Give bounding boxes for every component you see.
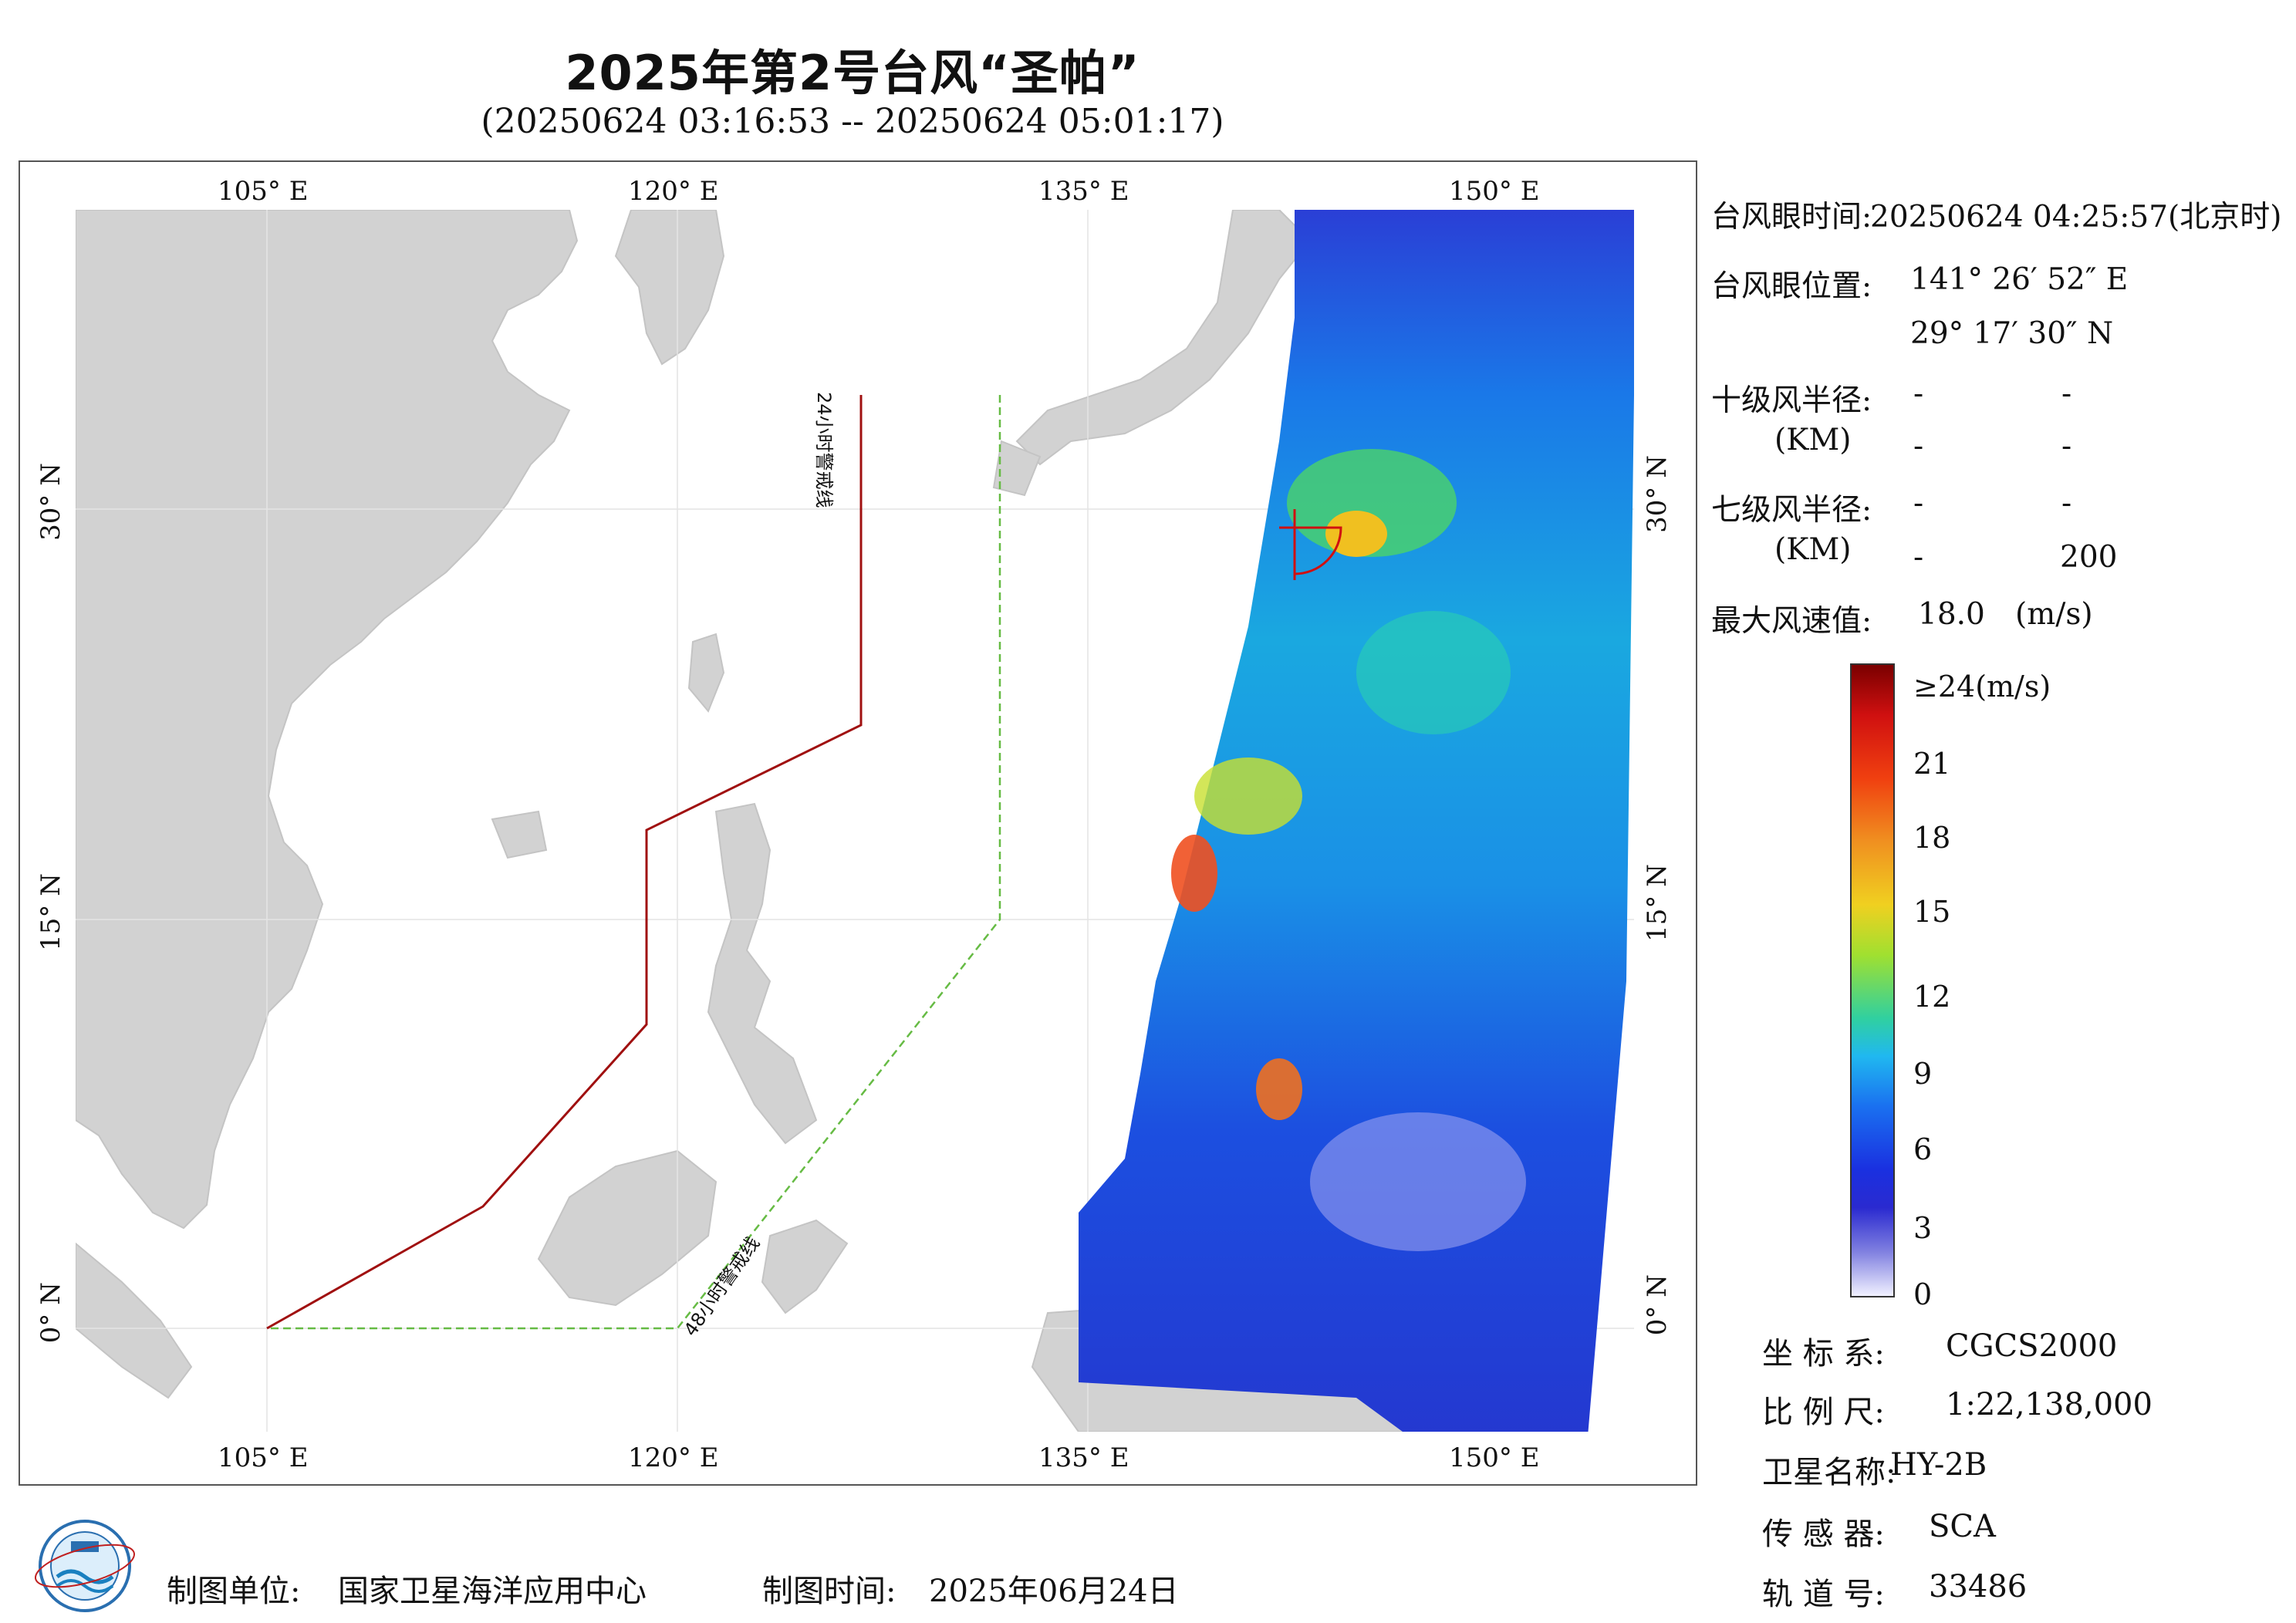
orbit-label: 轨 道 号: <box>1762 1577 1885 1612</box>
map-frame <box>19 160 1697 1486</box>
map-canvas[interactable] <box>76 210 1634 1432</box>
production-date-label: 制图时间: <box>762 1574 896 1609</box>
colorbar-tick-9: 9 <box>1913 1057 1933 1091</box>
lon-label-top-135: 135° E <box>1038 176 1129 207</box>
r10-value-4: - <box>2061 429 2072 464</box>
wind-speed-colorbar <box>1850 663 1895 1297</box>
r7-value-1: - <box>1913 486 1924 521</box>
lon-label-bottom-105: 105° E <box>218 1442 309 1473</box>
r10-label: 十级风半径: <box>1711 383 1872 418</box>
nsoas-logo <box>34 1520 136 1612</box>
coord-system-label: 坐 标 系: <box>1762 1336 1885 1372</box>
colorbar-tick-12: 12 <box>1913 980 1951 1014</box>
wind-hotspots <box>1171 449 1526 1251</box>
r10-unit: (KM) <box>1774 423 1852 457</box>
map-subtitle: (20250624 03:16:53 -- 20250624 05:01:17) <box>481 102 1224 141</box>
scale-value: 1:22,138,000 <box>1946 1387 2152 1422</box>
colorbar-tick-21: 21 <box>1913 747 1951 781</box>
max-wind-unit: (m/s) <box>2015 597 2093 632</box>
max-wind-label: 最大风速值: <box>1711 604 1872 639</box>
r7-label: 七级风半径: <box>1711 493 1872 528</box>
colorbar-tick-15: 15 <box>1913 895 1951 929</box>
asia-mainland <box>76 210 579 1230</box>
map-title: 2025年第2号台风“圣帕” <box>565 45 1140 101</box>
lon-label-bottom-120: 120° E <box>628 1442 719 1473</box>
eye-longitude: 141° 26′ 52″ E <box>1910 262 2129 297</box>
eye-latitude: 29° 17′ 30″ N <box>1910 316 2114 351</box>
lon-label-top-120: 120° E <box>628 176 719 207</box>
colorbar-tick-3: 3 <box>1913 1211 1933 1245</box>
r10-value-2: - <box>2061 376 2072 411</box>
colorbar-top-label: ≥24(m/s) <box>1913 670 2051 704</box>
korean-peninsula <box>614 210 725 366</box>
production-date-value: 2025年06月24日 <box>929 1574 1179 1609</box>
r7-value-2: - <box>2061 486 2072 521</box>
satellite-value: HY-2B <box>1890 1447 1987 1483</box>
r7-value-3: - <box>1913 540 1924 575</box>
eye-time-label: 台风眼时间: <box>1711 200 1872 235</box>
sumatra-island <box>76 1242 193 1399</box>
lat-label-right-0: 0° N <box>1642 1274 1673 1336</box>
max-wind-value: 18.0 <box>1918 597 1985 632</box>
eye-position-label: 台风眼位置: <box>1711 269 1872 304</box>
land-layer <box>76 210 1465 1432</box>
coord-system-value: CGCS2000 <box>1946 1328 2118 1364</box>
lon-label-top-150: 150° E <box>1449 176 1540 207</box>
r10-value-3: - <box>1913 429 1924 464</box>
taiwan-island <box>687 633 725 713</box>
japan-honshu <box>1015 210 1312 466</box>
producer-label: 制图单位: <box>167 1574 301 1609</box>
r7-unit: (KM) <box>1774 532 1852 567</box>
lat-label-left-30: 30° N <box>35 463 66 541</box>
lat-label-left-0: 0° N <box>35 1282 66 1344</box>
sulawesi-island <box>761 1219 849 1314</box>
warning-line-24h-label: 24小时警戒线 <box>813 392 835 508</box>
lon-label-bottom-135: 135° E <box>1038 1442 1129 1473</box>
warning-line-24h <box>266 395 863 1330</box>
lat-label-left-15: 15° N <box>35 873 66 951</box>
colorbar-tick-0: 0 <box>1913 1277 1933 1311</box>
eye-time-value: 20250624 04:25:57(北京时) <box>1870 200 2282 235</box>
lon-label-bottom-150: 150° E <box>1449 1442 1540 1473</box>
lon-label-top-105: 105° E <box>218 176 309 207</box>
producer-value: 国家卫星海洋应用中心 <box>338 1574 647 1609</box>
borneo-island <box>537 1149 718 1307</box>
hainan-island <box>491 810 548 859</box>
r7-value-4: 200 <box>2060 540 2118 575</box>
scale-label: 比 例 尺: <box>1762 1395 1885 1430</box>
typhoon-eye-marker[interactable] <box>1279 509 1342 580</box>
orbit-value: 33486 <box>1929 1569 2028 1604</box>
lat-label-right-30: 30° N <box>1642 455 1673 533</box>
lat-label-right-15: 15° N <box>1642 864 1673 942</box>
philippines-islands <box>707 802 818 1145</box>
sensor-label: 传 感 器: <box>1762 1517 1885 1552</box>
warning-line-48h <box>267 395 1001 1330</box>
satellite-label: 卫星名称: <box>1762 1455 1896 1490</box>
colorbar-tick-6: 6 <box>1913 1132 1933 1166</box>
sensor-value: SCA <box>1929 1509 1996 1544</box>
japan-kyushu <box>992 440 1042 497</box>
wind-swath <box>1079 210 1634 1432</box>
colorbar-tick-18: 18 <box>1913 821 1951 855</box>
r10-value-1: - <box>1913 376 1924 411</box>
